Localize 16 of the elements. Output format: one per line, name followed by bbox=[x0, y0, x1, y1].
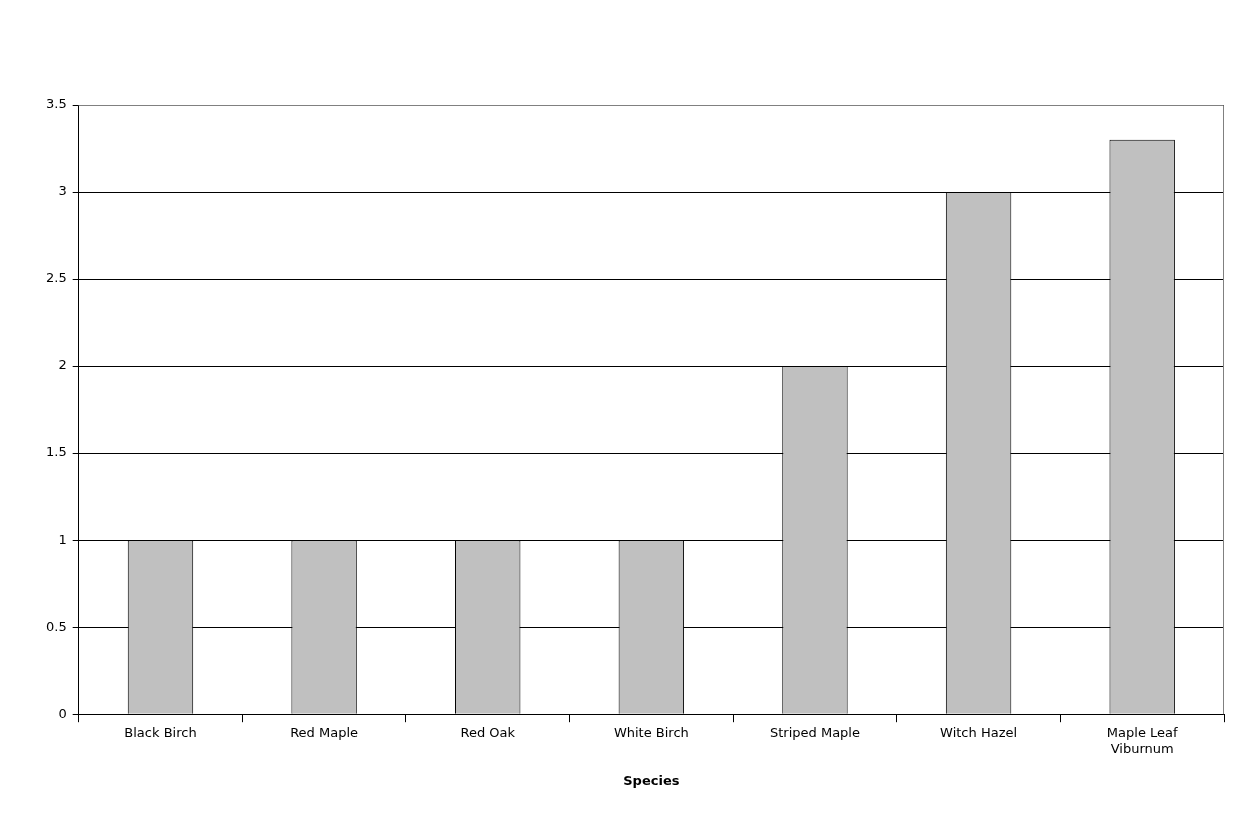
x-axis-title: Species bbox=[623, 772, 680, 788]
y-tick-label: 0 bbox=[58, 705, 67, 721]
y-tick-label: 3.5 bbox=[45, 96, 67, 112]
y-tick-label: 1 bbox=[58, 531, 67, 547]
x-tick-label: Red Maple bbox=[290, 725, 359, 741]
y-tick-label: 2 bbox=[58, 357, 67, 373]
x-tick-label: White Birch bbox=[613, 725, 689, 741]
x-tick-label: Red Oak bbox=[460, 725, 516, 741]
y-tick-label: 0.5 bbox=[45, 618, 67, 634]
x-tick-label: Striped Maple bbox=[769, 725, 860, 741]
y-tick-label: 3 bbox=[58, 183, 67, 199]
x-tick-label: Maple Leaf Viburnum bbox=[1106, 725, 1178, 756]
y-tick-label: 2.5 bbox=[45, 270, 67, 286]
x-tick-label: Witch Hazel bbox=[940, 725, 1018, 741]
x-tick-label: Black Birch bbox=[124, 725, 197, 741]
y-tick-label: 1.5 bbox=[45, 444, 67, 460]
